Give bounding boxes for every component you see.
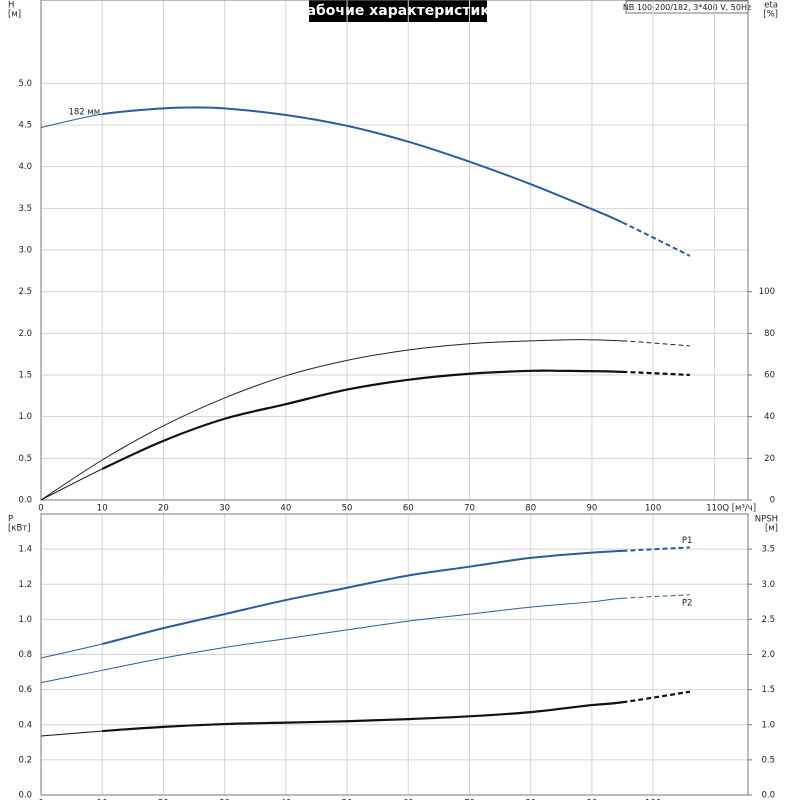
y2-tick-label: 3.5 xyxy=(761,545,775,555)
y-tick-label: 0.8 xyxy=(18,650,32,660)
y-tick-label: 2.5 xyxy=(18,287,32,297)
x-tick-label: 10 xyxy=(97,504,108,514)
y-axis-unit: [кВт] xyxy=(8,524,31,534)
x-tick-label: 80 xyxy=(525,504,536,514)
y-axis-label: H xyxy=(8,1,14,11)
curve xyxy=(102,597,623,671)
curve xyxy=(622,340,690,347)
curve xyxy=(102,106,623,224)
x-tick-label: 60 xyxy=(403,799,414,800)
y2-tick-label: 0.5 xyxy=(761,755,775,765)
curve xyxy=(40,459,103,501)
y-tick-label: 1.0 xyxy=(18,412,32,422)
y2-axis-label: eta xyxy=(764,1,778,11)
y2-tick-label: 1.5 xyxy=(761,685,775,695)
y-tick-label: 4.0 xyxy=(18,162,32,172)
y2-tick-label: 0.0 xyxy=(761,791,775,800)
x-tick-label: 0 xyxy=(38,504,43,514)
y2-tick-label: 1.0 xyxy=(761,720,775,730)
y2-tick-label: 3.0 xyxy=(761,580,775,590)
y2-tick-label: 100 xyxy=(759,287,775,297)
x-tick-label: 100 xyxy=(645,504,661,514)
curve-label: P1 xyxy=(682,536,693,546)
curve xyxy=(101,549,623,645)
y-tick-label: 1.4 xyxy=(18,545,32,555)
y-tick-label: 0.6 xyxy=(18,685,32,695)
curve xyxy=(102,701,623,733)
curve-label: 182 мм xyxy=(68,108,100,118)
plot-frame xyxy=(40,0,749,501)
curve xyxy=(622,546,690,552)
x-tick-label: 90 xyxy=(586,504,597,514)
curve xyxy=(101,339,623,461)
y-tick-label: 1.2 xyxy=(18,580,32,590)
y2-tick-label: 2.5 xyxy=(761,615,775,625)
y-tick-label: 5.0 xyxy=(18,79,32,89)
plot-frame xyxy=(40,513,749,796)
curve xyxy=(101,369,623,470)
curve xyxy=(622,690,691,704)
y2-tick-label: 20 xyxy=(764,454,775,464)
model-label: NB 100-200/182, 3*400 V, 50Hz xyxy=(623,3,751,12)
y-axis-unit: [м] xyxy=(8,10,21,20)
curve xyxy=(40,468,103,501)
x-tick-label: 100 xyxy=(645,799,661,800)
curve xyxy=(622,221,691,257)
y2-axis-label: NPSH xyxy=(755,515,778,525)
x-tick-label: 50 xyxy=(342,799,353,800)
x-tick-label: 30 xyxy=(219,504,230,514)
y2-tick-label: 80 xyxy=(764,329,775,339)
curve xyxy=(40,643,103,659)
y2-tick-label: 2.0 xyxy=(761,650,775,660)
y2-tick-label: 0 xyxy=(770,496,775,506)
y-tick-label: 0.4 xyxy=(18,720,32,730)
title-box xyxy=(309,0,487,22)
x-tick-label: 60 xyxy=(403,504,414,514)
y-tick-label: 0.0 xyxy=(18,496,32,506)
y-tick-label: 1.0 xyxy=(18,615,32,625)
x-tick-label: 110 xyxy=(706,504,722,514)
y-tick-label: 0.5 xyxy=(18,454,32,464)
x-tick-label: 0 xyxy=(38,799,43,800)
curve xyxy=(622,594,690,599)
curve-label: P2 xyxy=(682,598,693,608)
x-tick-label: 70 xyxy=(464,799,475,800)
y-axis-label: P xyxy=(8,515,13,525)
curve xyxy=(40,669,103,684)
y-tick-label: 2.0 xyxy=(18,329,32,339)
y2-tick-label: 40 xyxy=(764,412,775,422)
y-tick-label: 0.2 xyxy=(18,755,32,765)
x-tick-label: 70 xyxy=(464,504,475,514)
x-tick-label: 20 xyxy=(158,799,169,800)
curve xyxy=(40,113,103,128)
x-tick-label: 20 xyxy=(158,504,169,514)
x-tick-label: 80 xyxy=(525,799,536,800)
y-tick-label: 3.5 xyxy=(18,204,32,214)
x-axis-label: Q [м³/ч] xyxy=(722,504,756,514)
y-tick-label: 3.0 xyxy=(18,246,32,256)
y-tick-label: 4.5 xyxy=(18,121,32,131)
y2-axis-unit: [%] xyxy=(763,10,778,20)
x-tick-label: 40 xyxy=(280,504,291,514)
x-tick-label: 10 xyxy=(97,799,108,800)
x-tick-label: 90 xyxy=(586,799,597,800)
y2-axis-unit: [м] xyxy=(765,524,778,534)
y2-tick-label: 60 xyxy=(764,371,775,381)
curve xyxy=(40,730,103,737)
x-tick-label: 30 xyxy=(219,799,230,800)
y-tick-label: 0.0 xyxy=(18,791,32,800)
y-tick-label: 1.5 xyxy=(18,371,32,381)
x-tick-label: 50 xyxy=(342,504,353,514)
x-tick-label: 40 xyxy=(280,799,291,800)
